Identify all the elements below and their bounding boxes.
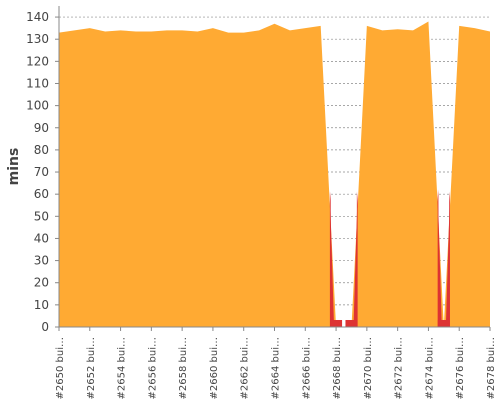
y-tick-label: 0 [41,320,49,334]
y-tick-label: 130 [26,32,49,46]
y-tick-label: 60 [34,187,49,201]
success-area [59,21,490,327]
x-tick-label: #2658 bui… [178,337,189,399]
x-tick-label: #2666 bui… [301,337,312,399]
failure-mark [445,191,450,327]
y-tick-label: 80 [34,143,49,157]
failure-mark [330,320,343,327]
y-tick-label: 50 [34,209,49,223]
x-tick-label: #2664 bui… [271,337,282,399]
y-tick-label: 90 [34,121,49,135]
x-tick-label: #2654 bui… [117,337,128,399]
x-tick-labels: #2650 bui… #2652 bui… #2654 bui… #2656 bui…… [55,327,497,399]
y-tick-label: 40 [34,231,49,245]
x-tick-label: #2678 bui… [486,337,497,399]
area-series [59,21,490,327]
y-tick-label: 30 [34,254,49,268]
x-tick-label: #2662 bui… [240,337,251,399]
x-tick-label: #2652 bui… [86,337,97,399]
y-tick-label: 10 [34,298,49,312]
y-tick-label: 70 [34,165,49,179]
y-tick-labels: 0 10 20 30 40 50 60 70 80 90 100 110 120 130 140 [26,10,59,334]
y-tick-label: 120 [26,54,49,68]
x-tick-label: #2676 bui… [455,337,466,399]
x-tick-label: #2650 bui… [55,337,66,399]
y-axis-label: mins [6,148,22,186]
x-tick-label: #2672 bui… [394,337,405,399]
x-tick-label: #2660 bui… [209,337,220,399]
failure-mark [345,320,358,327]
failure-mark [329,191,335,327]
x-tick-label: #2656 bui… [147,337,158,399]
x-tick-label: #2670 bui… [363,337,374,399]
x-tick-label: #2674 bui… [424,337,435,399]
x-tick-label: #2668 bui… [332,337,343,399]
y-tick-label: 100 [26,99,49,113]
y-tick-label: 110 [26,76,49,90]
failure-mark [353,191,358,327]
y-tick-label: 20 [34,276,49,290]
y-tick-label: 140 [26,10,49,24]
failure-mark [437,189,442,327]
failure-mark [437,320,450,327]
